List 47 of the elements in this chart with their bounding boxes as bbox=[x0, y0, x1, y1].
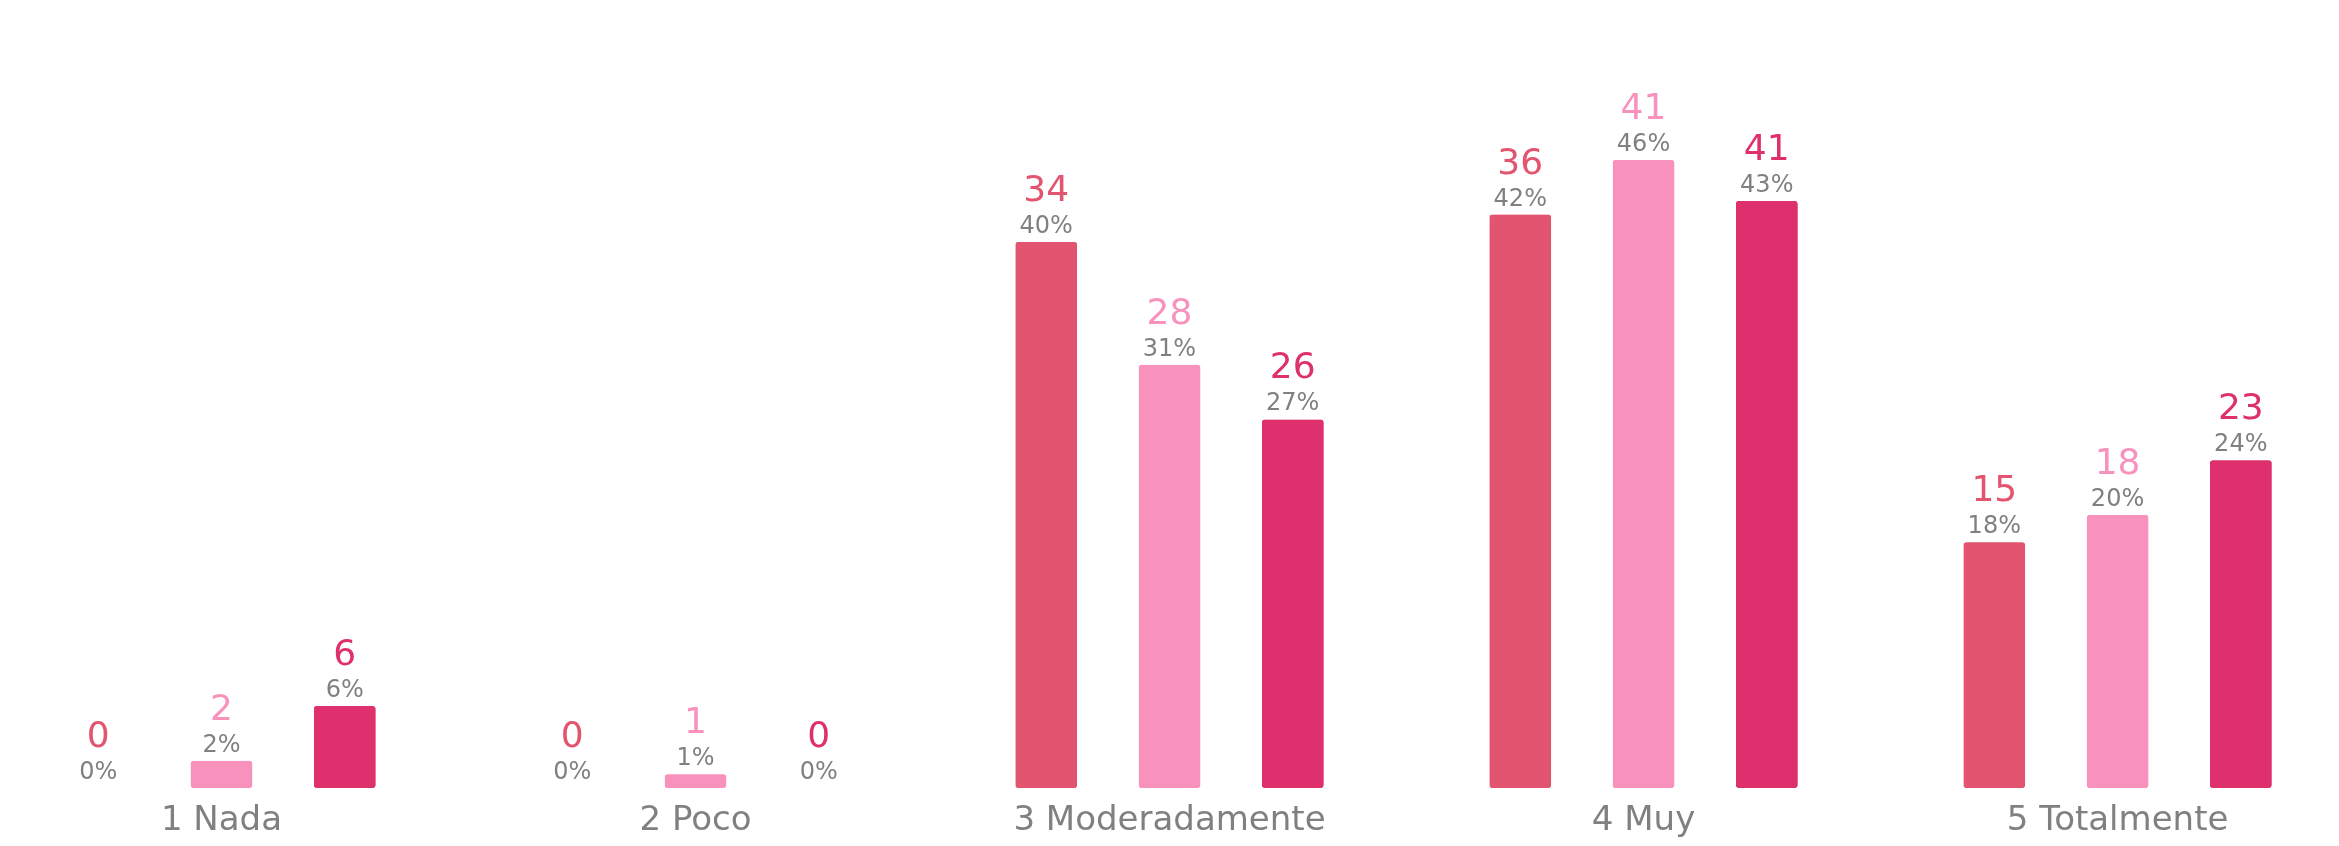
bar bbox=[190, 760, 253, 788]
data-label: 31% bbox=[1142, 333, 1197, 362]
data-label: 1% bbox=[676, 743, 715, 772]
bar bbox=[2086, 514, 2149, 788]
data-label: 0% bbox=[799, 757, 838, 785]
bar bbox=[1489, 214, 1552, 788]
data-label: 20% bbox=[2090, 483, 2145, 512]
data-label: 46% bbox=[1616, 129, 1671, 157]
bar bbox=[664, 774, 727, 788]
data-label: 0% bbox=[79, 757, 118, 785]
data-label: 42% bbox=[1493, 183, 1547, 212]
text: 41 bbox=[1620, 86, 1667, 127]
data-label: 18% bbox=[1967, 511, 2021, 540]
data-label: 24% bbox=[2214, 429, 2268, 458]
bar bbox=[2209, 460, 2272, 788]
bar bbox=[1261, 419, 1324, 788]
data-label: 2% bbox=[202, 729, 241, 758]
bar bbox=[313, 706, 376, 788]
annotation: 0 bbox=[86, 714, 110, 755]
annotation: 18 bbox=[2094, 440, 2141, 482]
annotation: 6 bbox=[333, 632, 357, 674]
x-tick-label: 2 Poco bbox=[639, 797, 752, 838]
annotation: 23 bbox=[2217, 386, 2264, 428]
bar bbox=[1612, 160, 1675, 788]
data-label: 43% bbox=[1740, 169, 1794, 198]
x-tick-label: 4 Muy bbox=[1591, 797, 1696, 838]
data-label: 6% bbox=[325, 675, 364, 704]
bar bbox=[1015, 241, 1078, 788]
data-label: 40% bbox=[1019, 210, 1073, 239]
annotation: 34 bbox=[1023, 167, 1070, 209]
data-label: 27% bbox=[1266, 388, 1320, 417]
annotation: 26 bbox=[1269, 345, 1316, 387]
bar bbox=[1138, 364, 1201, 788]
annotation: 0 bbox=[807, 714, 831, 755]
x-tick-label: 1 Nada bbox=[160, 797, 283, 838]
bar bbox=[1963, 542, 2026, 788]
annotation: 28 bbox=[1146, 290, 1193, 332]
annotation: 15 bbox=[1971, 468, 2018, 510]
annotation: 1 bbox=[684, 700, 707, 742]
bar bbox=[1735, 200, 1798, 788]
annotation: 2 bbox=[210, 686, 233, 728]
x-tick-label: 3 Moderadamente bbox=[1013, 797, 1326, 838]
x-tick-label: 5 Totalmente bbox=[2006, 797, 2229, 838]
annotation: 36 bbox=[1497, 140, 1544, 182]
annotation: 41 bbox=[1743, 126, 1790, 168]
annotation: 0 bbox=[560, 714, 584, 755]
data-label: 0% bbox=[553, 757, 592, 785]
